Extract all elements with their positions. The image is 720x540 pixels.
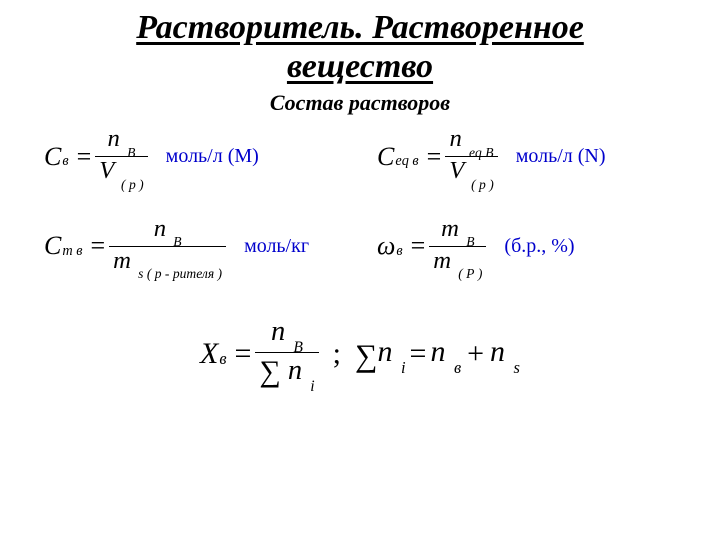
equals-sign: = (411, 231, 426, 261)
f2-unit-label: моль/л (N) (516, 145, 606, 168)
title-line-2: вещество (287, 48, 433, 85)
f2-lhs-base: C (377, 142, 394, 172)
formula-mass-fraction: ω в = m B m ( Р ) (377, 216, 486, 277)
equals-sign: = (427, 142, 442, 172)
equals-sign: = (90, 231, 105, 261)
equals-sign: = (410, 337, 427, 371)
formula-molar-concentration: C в = n B V ( р ) (44, 126, 148, 187)
plus-sign: + (467, 337, 484, 371)
title-line-1: Растворитель. Растворенное (136, 9, 584, 46)
f3-num-sub: B (173, 234, 181, 249)
f2-den-base: V (449, 157, 464, 184)
f2-fraction: n eq B V ( р ) (445, 126, 497, 187)
sigma-icon: ∑ (355, 338, 377, 374)
f5-t2-sub: в (454, 358, 461, 377)
f5-den-base: n (288, 355, 302, 386)
f1-den-sub: ( р ) (121, 177, 144, 192)
formula-molal-concentration: C m в = n B m s ( р - рителя ) (44, 216, 226, 277)
f3-lhs-sub: m в (62, 243, 82, 260)
f1-lhs-base: C (44, 142, 61, 172)
f5-fraction: n B ∑ n i (255, 317, 318, 390)
semicolon: ; (333, 337, 341, 371)
page-title: Растворитель. Растворенное вещество (40, 8, 680, 86)
formula-4-cell: ω в = m B m ( Р ) (б.р., %) (347, 216, 680, 277)
f5-lhs-sub: в (219, 349, 226, 369)
f3-den-sub: s ( р - рителя ) (138, 266, 222, 281)
f3-lhs-base: C (44, 231, 61, 261)
formula-1-cell: C в = n B V ( р ) моль/л (М) (40, 126, 347, 187)
equals-sign: = (77, 142, 92, 172)
page-subtitle: Состав растворов (40, 90, 680, 116)
formula-mole-fraction: X в = n B ∑ n i (200, 317, 319, 390)
sigma-icon: ∑ (259, 356, 280, 387)
formula-2-cell: C eq в = n eq B V ( р ) моль/л (N) (347, 126, 680, 187)
f1-den-base: V (99, 157, 114, 184)
f4-fraction: m B m ( Р ) (429, 216, 486, 277)
equals-sign: = (235, 337, 252, 371)
formula-sum-definition: ∑ n i = n в + n s (355, 335, 520, 373)
f5-t3-base: n (490, 335, 505, 368)
f4-den-sub: ( Р ) (458, 266, 482, 281)
f1-num-sub: B (127, 145, 135, 160)
f5-t2-base: n (430, 335, 445, 368)
f1-num-base: n (108, 125, 120, 152)
f4-unit-label: (б.р., %) (504, 235, 574, 258)
page: Растворитель. Растворенное вещество Сост… (0, 0, 720, 540)
f4-lhs-base: ω (377, 231, 395, 261)
formula-equivalent-concentration: C eq в = n eq B V ( р ) (377, 126, 498, 187)
f4-num-sub: B (466, 234, 474, 249)
f1-unit-label: моль/л (М) (166, 145, 259, 168)
f4-den-base: m (433, 247, 451, 274)
f5-t3-sub: s (514, 358, 520, 377)
f1-fraction: n B V ( р ) (95, 126, 147, 187)
formula-row-2: C m в = n B m s ( р - рителя ) моль/кг (40, 216, 680, 277)
f4-num-base: m (441, 215, 459, 242)
formula-row-1: C в = n B V ( р ) моль/л (М) (40, 126, 680, 187)
f3-unit-label: моль/кг (244, 235, 309, 258)
f2-num-sub: eq B (469, 145, 494, 160)
f4-lhs-sub: в (396, 243, 402, 260)
f3-fraction: n B m s ( р - рителя ) (109, 216, 226, 277)
f2-num-base: n (450, 125, 462, 152)
formula-row-3: X в = n B ∑ n i ; ∑ n i (40, 317, 680, 390)
f5-t1-base: n (377, 335, 392, 368)
f5-num-sub: B (293, 339, 303, 356)
f3-den-base: m (113, 247, 131, 274)
f5-num-base: n (271, 316, 285, 347)
f5-lhs-base: X (200, 337, 218, 371)
f1-lhs-sub: в (62, 153, 68, 170)
f5-t1-sub: i (401, 358, 406, 377)
f2-den-sub: ( р ) (471, 177, 494, 192)
formula-3-cell: C m в = n B m s ( р - рителя ) моль/кг (40, 216, 347, 277)
f2-lhs-sub: eq в (395, 153, 418, 170)
f5-den-sub: i (310, 378, 314, 395)
f3-num-base: n (154, 215, 166, 242)
